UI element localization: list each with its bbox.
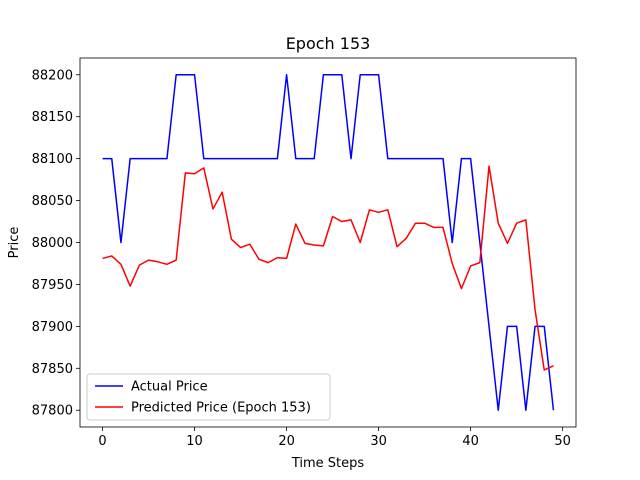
y-tick-label: 87800 xyxy=(32,404,73,419)
x-tick-label: 20 xyxy=(278,434,295,449)
actual-price-line xyxy=(102,74,555,411)
y-tick-label: 87850 xyxy=(32,362,73,377)
x-tick-label: 50 xyxy=(554,434,571,449)
y-tick-label: 88200 xyxy=(32,68,73,83)
y-tick-label: 88150 xyxy=(32,110,73,125)
y-tick-label: 88000 xyxy=(32,236,73,251)
y-tick-label: 88100 xyxy=(32,152,73,167)
axes-frame xyxy=(79,57,577,428)
x-tick-label: 40 xyxy=(462,434,479,449)
legend-label: Actual Price xyxy=(131,380,208,395)
chart-title: Epoch 153 xyxy=(286,34,371,53)
plot-area: 0 10 20 30 40 50 87800 87850 87900 87950 88000 8805… xyxy=(32,57,577,449)
y-axis-label: Price xyxy=(7,227,22,259)
legend-box xyxy=(86,373,331,421)
x-axis-label: Time Steps xyxy=(291,456,365,471)
legend: Actual Price Predicted Price (Epoch 153) xyxy=(86,373,331,421)
predicted-price-line xyxy=(102,165,554,371)
x-tick-label: 30 xyxy=(370,434,387,449)
y-tick-label: 87900 xyxy=(32,320,73,335)
y-tick-label: 88050 xyxy=(32,194,73,209)
y-tick-label: 87950 xyxy=(32,278,73,293)
x-tick-label: 10 xyxy=(186,434,203,449)
x-tick-label: 0 xyxy=(98,434,106,449)
legend-label: Predicted Price (Epoch 153) xyxy=(131,401,311,416)
